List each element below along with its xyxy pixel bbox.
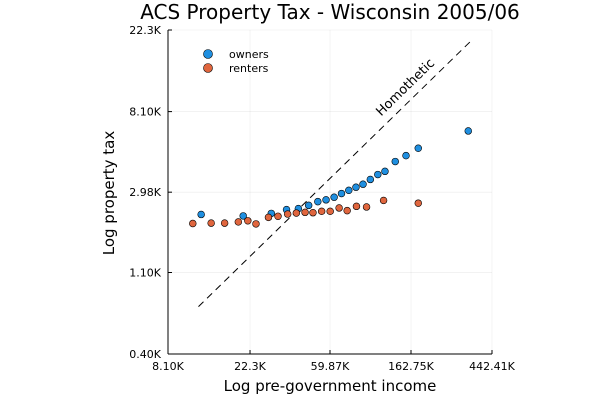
y-tick-label: 22.3K [129,24,161,37]
x-tick-label: 59.87K [311,360,350,373]
renters-point [343,206,351,215]
owners-point [345,186,353,195]
homothetic-label: Homothetic [374,56,439,119]
x-axis-label: Log pre-government income [224,377,437,395]
renters-point [326,207,334,216]
owners-point [381,167,389,176]
owners-point [337,189,346,198]
y-tick-label: 0.40K [129,348,161,361]
renters-point [274,212,282,220]
grid-lines [167,29,493,355]
renters-point [292,209,301,217]
homothetic-line [198,40,472,307]
y-tick-label: 1.10K [129,266,161,279]
y-tick-label: 8.10K [129,106,161,119]
owners-point [197,210,205,219]
owners-point [239,212,247,220]
legend-label-renters: renters [229,62,269,75]
owners-point [464,127,472,135]
owners-point [414,144,422,152]
renters-point [252,220,260,228]
x-tick-label: 22.3K [234,360,266,373]
renters-point [317,207,326,216]
renters-point [352,202,361,211]
renters-point [207,219,215,227]
renters-point [309,209,317,217]
renters-point [335,204,343,212]
owners-point [359,180,367,188]
x-tick-label: 162.75K [388,360,434,373]
renters-point [189,219,197,228]
owners-point [352,183,360,191]
owners-point [402,151,410,160]
owners-point [304,201,313,210]
owners-point [366,175,375,184]
legend-label-owners: owners [229,48,269,61]
renters-point [244,217,252,225]
renters-point [379,196,388,205]
renters-point [234,218,243,226]
y-axis-label: Log property tax [100,131,118,256]
y-tick-label: 2.98K [129,186,161,199]
renters-point [414,199,422,207]
renters-point [301,208,309,217]
chart-title: ACS Property Tax - Wisconsin 2005/06 [140,0,520,24]
renters-point [264,213,273,222]
renters-point [283,210,292,218]
data-points [189,127,472,228]
owners-point [322,196,330,204]
owners-point [314,197,322,206]
x-tick-label: 442.41K [469,360,515,373]
x-tick-label: 8.10K [152,360,184,373]
owners-point [374,170,382,179]
axes: 8.10K 22.3K 59.87K 162.75K 442.41K 0.40K 1.10K… [129,24,515,373]
renters-point [220,219,229,227]
owners-point [391,157,399,166]
reference-line-group: Homothetic [198,40,472,307]
owners-point [330,193,338,201]
legend-marker-owners [203,49,213,59]
renters-point [362,203,371,211]
legend-marker-renters [203,63,213,73]
